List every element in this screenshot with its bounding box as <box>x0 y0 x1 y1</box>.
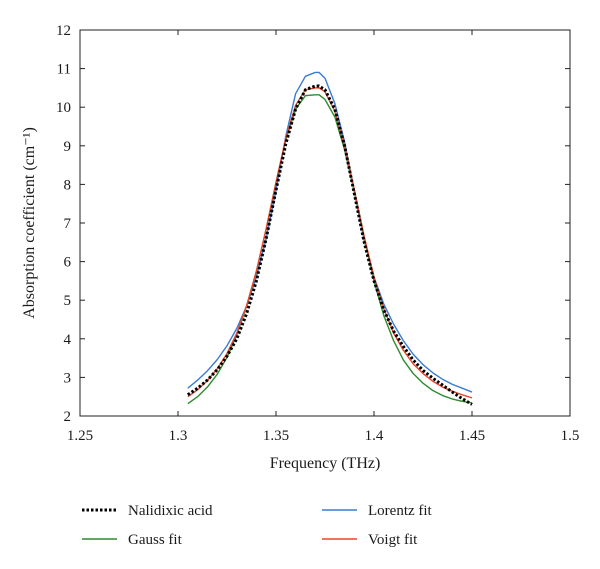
y-tick-label: 8 <box>64 177 72 193</box>
legend-label: Lorentz fit <box>368 503 433 519</box>
y-tick-label: 3 <box>64 370 72 386</box>
y-tick-label: 11 <box>57 62 71 78</box>
y-tick-label: 4 <box>64 332 72 348</box>
y-tick-label: 6 <box>64 255 72 271</box>
x-tick-label: 1.3 <box>169 428 188 444</box>
x-tick-label: 1.25 <box>67 428 93 444</box>
legend-label: Voigt fit <box>368 532 418 548</box>
y-tick-label: 12 <box>56 23 71 39</box>
y-axis-label: Absorption coefficient (cm⁻¹) <box>21 127 38 319</box>
legend-label: Nalidixic acid <box>128 503 213 519</box>
y-tick-label: 5 <box>64 293 72 309</box>
y-axis: 2 3 4 5 6 7 8 9 10 11 12 <box>56 23 570 425</box>
series-line-gauss-fit <box>187 94 473 405</box>
series-line-voigt-fit <box>187 87 473 399</box>
y-tick-label: 10 <box>56 100 71 116</box>
x-tick-label: 1.4 <box>365 428 384 444</box>
legend: Nalidixic acid Lorentz fit Gauss fit Voigt … <box>82 503 433 548</box>
series-line-lorentz-fit <box>187 71 473 393</box>
y-tick-label: 9 <box>64 139 72 155</box>
legend-label: Gauss fit <box>128 532 183 548</box>
series-line-nalidixic-acid <box>186 84 473 406</box>
x-tick-label: 1.45 <box>459 428 485 444</box>
y-tick-label: 7 <box>64 216 72 232</box>
y-tick-label: 2 <box>64 409 72 425</box>
x-axis: 1.25 1.3 1.35 1.4 1.45 1.5 <box>67 30 580 444</box>
x-axis-label: Frequency (THz) <box>270 455 381 472</box>
x-tick-label: 1.5 <box>561 428 580 444</box>
x-tick-label: 1.35 <box>263 428 289 444</box>
series-layer <box>186 71 473 406</box>
plot-frame <box>79 29 571 417</box>
